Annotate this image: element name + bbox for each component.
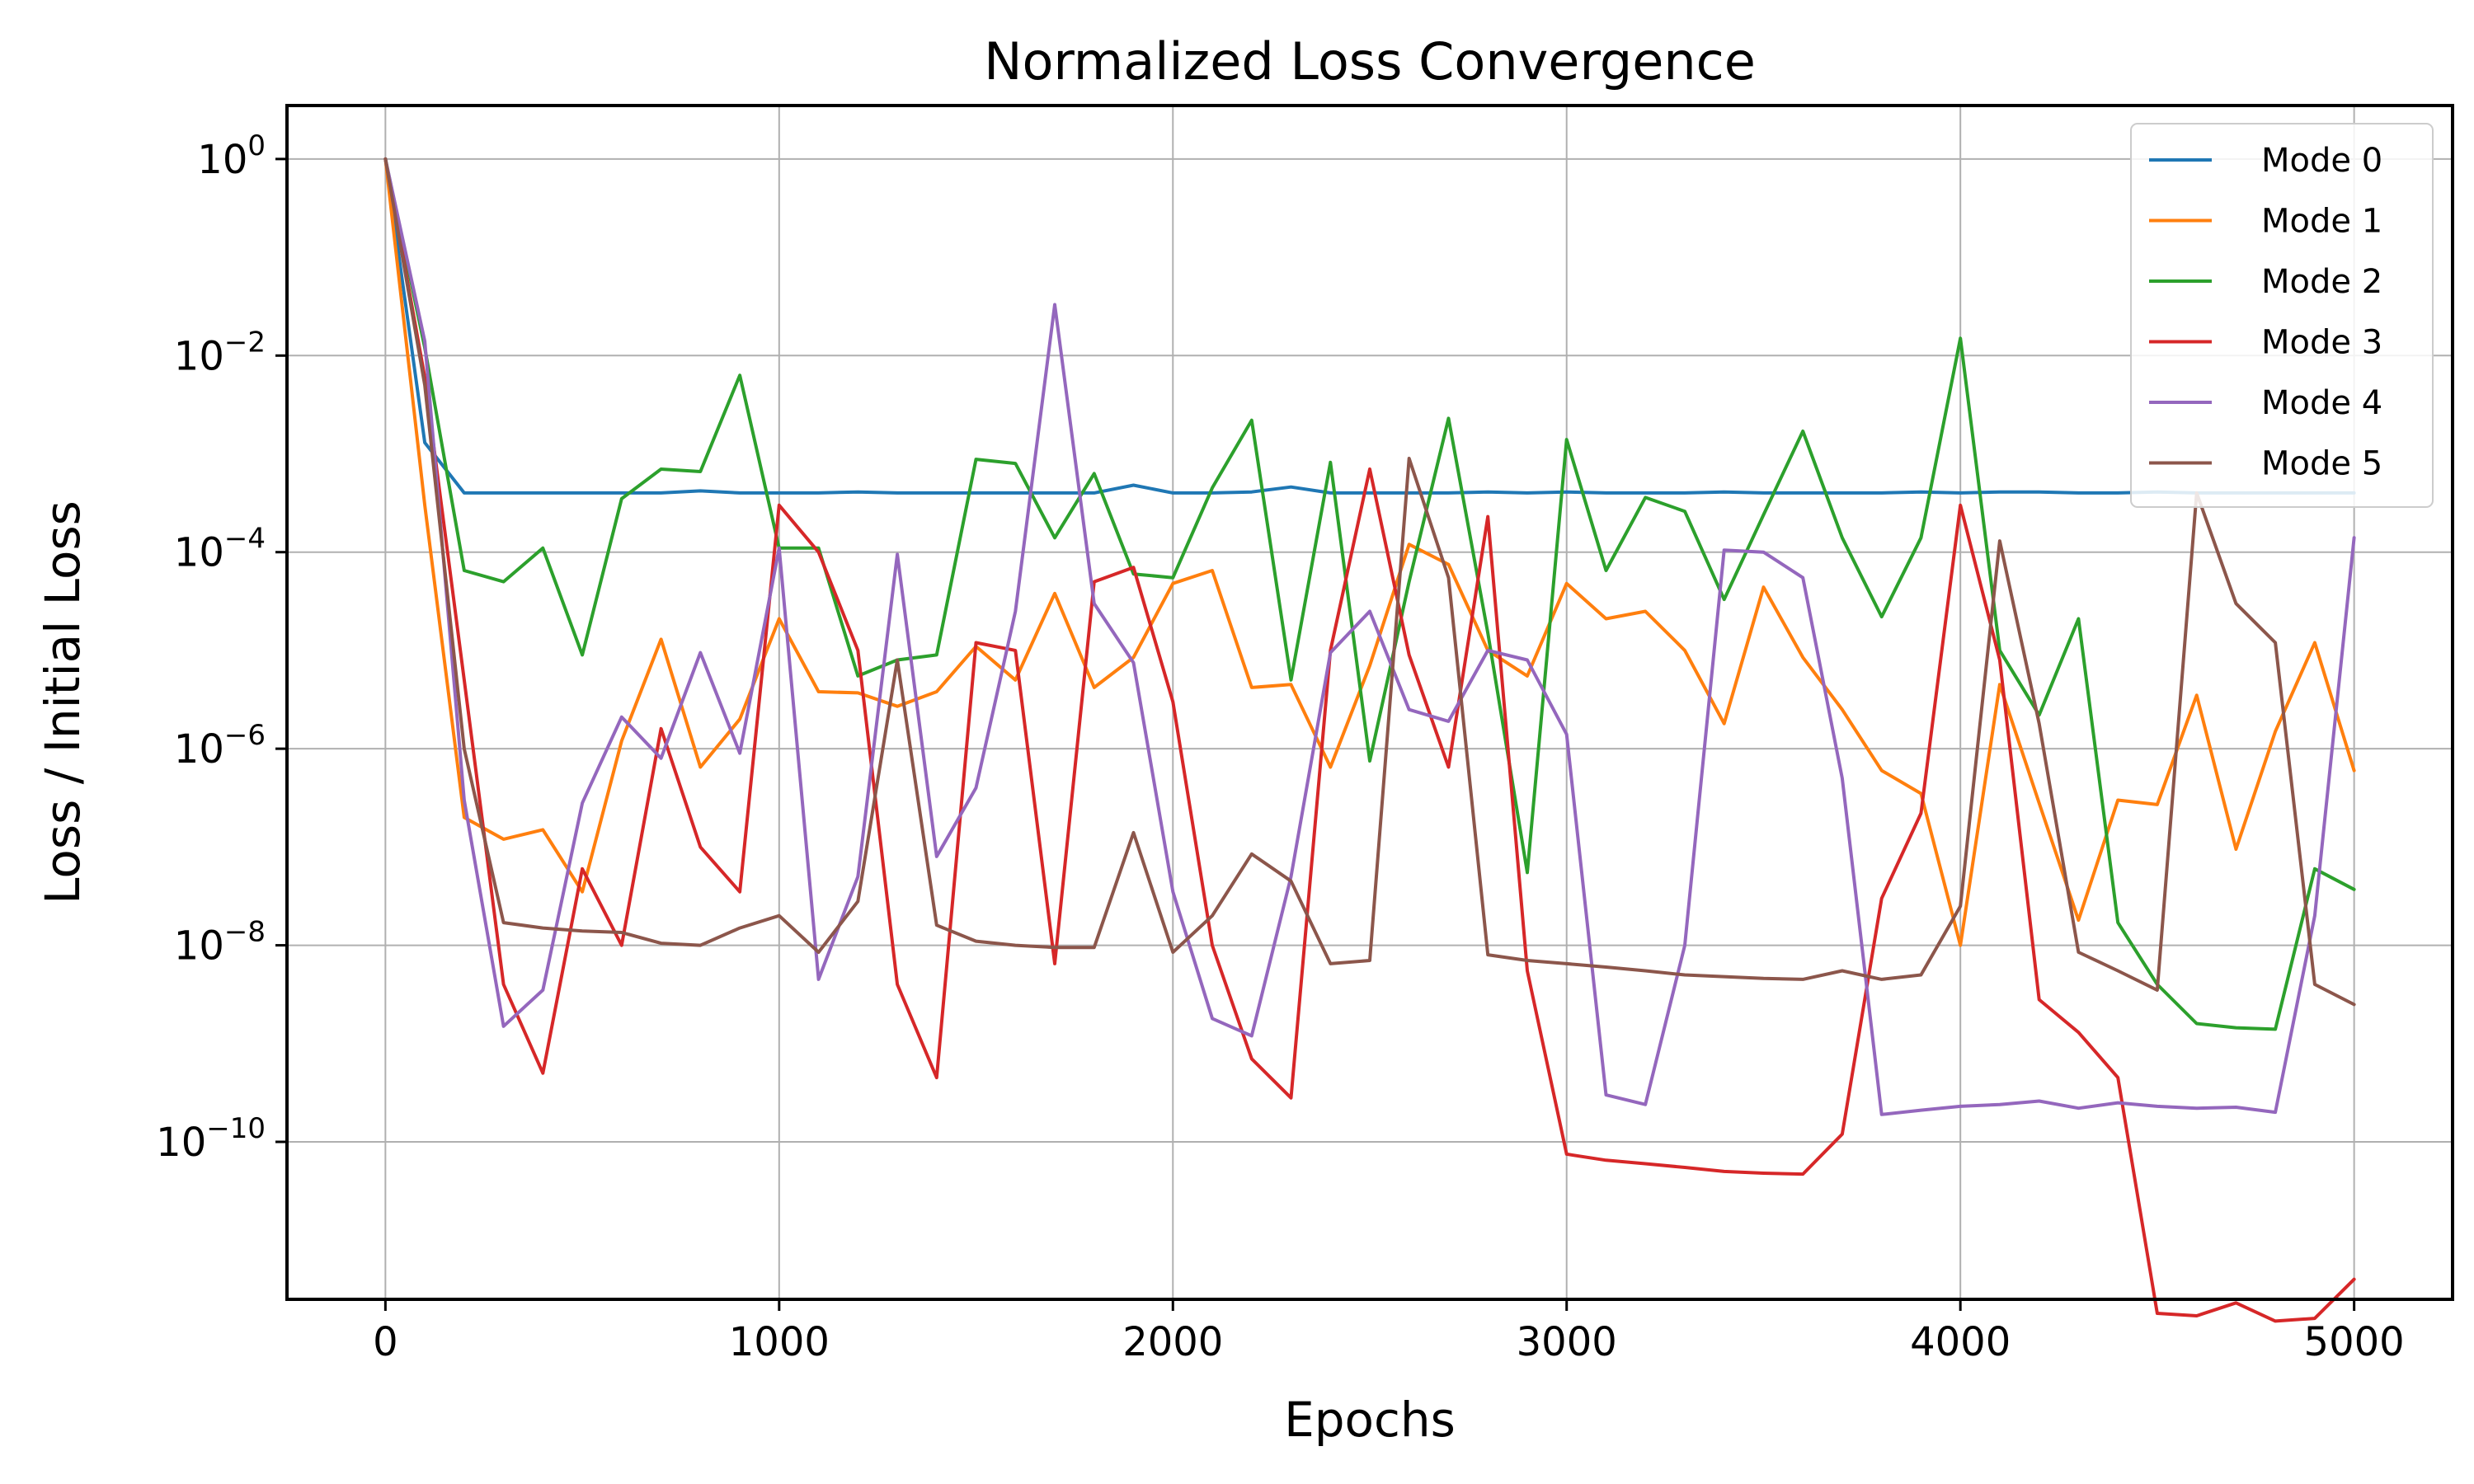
chart-title: Normalized Loss Convergence: [984, 31, 1756, 92]
legend-label: Mode 1: [2261, 203, 2382, 241]
series-line-mode-3: [383, 157, 2356, 1323]
series-line-mode-0: [383, 157, 2356, 495]
y-axis-label: Loss / Initial Loss: [35, 500, 91, 904]
y-tick-label: 10−6: [174, 719, 266, 773]
x-tick-label: 0: [373, 1319, 398, 1365]
series-line-mode-4: [383, 157, 2356, 1116]
x-tick-label: 1000: [729, 1319, 830, 1365]
series-lines: [383, 157, 2356, 1323]
axis-ticks: 0 1000 2000 3000 4000 5000 100 10−2 10−4 10−6 10−8…: [156, 129, 2405, 1365]
legend: Mode 0 Mode 1 Mode 2 Mode 3 Mode 4 Mode 5: [2130, 123, 2434, 508]
x-tick-label: 4000: [1910, 1319, 2011, 1365]
x-tick-label: 2000: [1122, 1319, 1223, 1365]
x-tick-label: 5000: [2304, 1319, 2405, 1365]
legend-label: Mode 4: [2261, 384, 2382, 422]
series-line-mode-1: [383, 157, 2356, 947]
series-line-mode-5: [383, 157, 2356, 1007]
legend-label: Mode 0: [2261, 142, 2382, 180]
legend-label: Mode 3: [2261, 324, 2382, 362]
legend-label: Mode 2: [2261, 263, 2382, 301]
x-tick-label: 3000: [1517, 1319, 1617, 1365]
y-tick-label: 10−10: [156, 1112, 266, 1166]
y-tick-label: 10−2: [174, 326, 266, 379]
y-tick-label: 10−4: [174, 523, 266, 576]
x-axis-label: Epochs: [1284, 1392, 1456, 1448]
grid: [287, 106, 2453, 1299]
legend-label: Mode 5: [2261, 445, 2382, 483]
y-tick-label: 100: [197, 129, 266, 183]
series-line-mode-2: [383, 157, 2356, 1031]
y-tick-label: 10−8: [174, 916, 266, 970]
plot-frame: [285, 104, 2454, 1301]
